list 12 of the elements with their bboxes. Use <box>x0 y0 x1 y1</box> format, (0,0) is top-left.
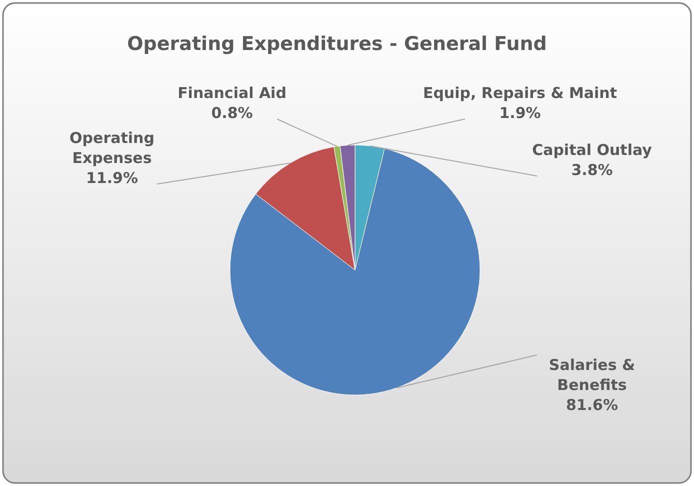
slice-label: Financial Aid <box>178 84 286 102</box>
pie-slice <box>230 148 480 396</box>
chart-title: Operating Expenditures - General Fund <box>127 33 547 55</box>
data-label: 3.8% <box>571 161 613 179</box>
slice-label: Operating Expenses <box>70 129 154 167</box>
slice-label: Salaries & Benefits <box>548 356 636 394</box>
data-label: 81.6% <box>566 396 618 414</box>
data-label: 11.9% <box>86 169 138 187</box>
data-label: 1.9% <box>499 104 541 122</box>
slice-label: Capital Outlay <box>532 141 652 159</box>
slice-label: Equip, Repairs & Maint <box>422 84 618 102</box>
data-label: 0.8% <box>211 104 253 122</box>
